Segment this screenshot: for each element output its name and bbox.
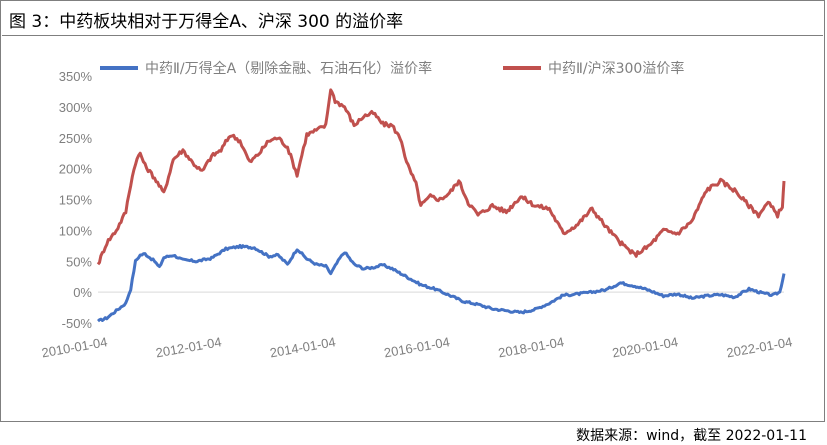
series-lines	[96, 88, 786, 323]
line-chart: -50% 0% 50% 100% 150% 200% 250% 300% 350% 2010-0…	[40, 60, 793, 361]
series-line-2	[96, 88, 786, 266]
x-axis-ticks: 2010-01-04 2012-01-04 2014-01-04 2016-01-04…	[40, 334, 793, 360]
y-tick-label: 300%	[59, 100, 93, 115]
legend-label-2: 中药Ⅱ/沪深300溢价率	[548, 60, 684, 77]
y-tick-label: 100%	[59, 223, 93, 238]
y-tick-label: -50%	[62, 316, 93, 331]
figure-frame: 图 3：中药板块相对于万得全A、沪深 300 的溢价率	[0, 0, 825, 422]
figure-title: 图 3：中药板块相对于万得全A、沪深 300 的溢价率	[9, 12, 404, 32]
chart-legend: 中药Ⅱ/万得全A（剔除金融、石油石化）溢价率 中药Ⅱ/沪深300溢价率	[100, 60, 684, 77]
x-tick-label: 2012-01-04	[154, 334, 222, 360]
y-tick-label: 50%	[66, 254, 92, 269]
y-tick-label: 200%	[59, 162, 93, 177]
x-tick-label: 2022-01-04	[725, 334, 793, 360]
series-line-1	[97, 243, 786, 323]
y-axis-ticks: -50% 0% 50% 100% 150% 200% 250% 300% 350%	[59, 69, 93, 331]
data-source-note: 数据来源：wind，截至 2022-01-11	[576, 428, 807, 444]
x-tick-label: 2016-01-04	[383, 334, 451, 360]
x-tick-label: 2010-01-04	[40, 334, 108, 360]
y-tick-label: 250%	[59, 131, 93, 146]
y-tick-label: 350%	[59, 69, 93, 84]
x-tick-label: 2014-01-04	[269, 334, 337, 360]
x-tick-label: 2020-01-04	[611, 334, 679, 360]
title-divider	[2, 35, 823, 36]
x-tick-label: 2018-01-04	[497, 334, 565, 360]
y-tick-label: 150%	[59, 193, 93, 208]
legend-label-1: 中药Ⅱ/万得全A（剔除金融、石油石化）溢价率	[145, 60, 432, 77]
y-tick-label: 0%	[73, 285, 92, 300]
